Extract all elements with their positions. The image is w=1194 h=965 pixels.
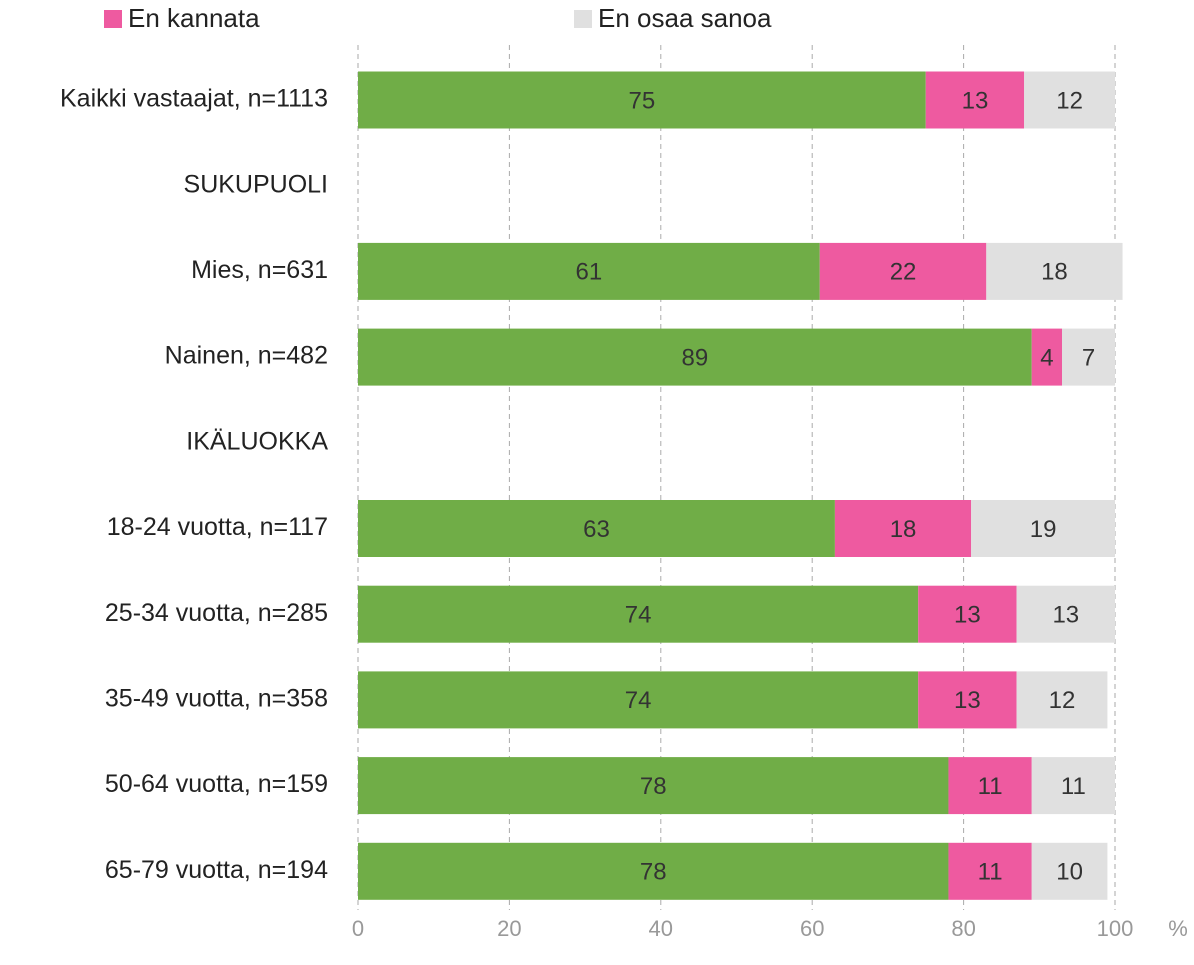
legend-swatch xyxy=(574,10,592,28)
value-label: 61 xyxy=(576,259,603,286)
value-label: 10 xyxy=(1056,859,1083,886)
legend-label: En osaa sanoa xyxy=(598,3,772,33)
bar-segment xyxy=(918,671,1017,729)
bar-segment xyxy=(1031,328,1063,386)
bar-segment xyxy=(358,671,919,729)
value-label: 13 xyxy=(954,602,981,629)
value-label: 4 xyxy=(1040,344,1053,371)
bar-segment xyxy=(358,328,1032,386)
y-tick-label: 18-24 vuotta, n=117 xyxy=(107,513,328,541)
value-label: 89 xyxy=(682,344,709,371)
value-label: 74 xyxy=(625,687,652,714)
value-label: 12 xyxy=(1049,687,1076,714)
value-label: 11 xyxy=(978,773,1003,800)
y-tick-label: 35-49 vuotta, n=358 xyxy=(105,685,328,713)
value-label: 11 xyxy=(1061,773,1086,800)
bar-segment xyxy=(925,71,1025,129)
y-tick-label: 50-64 vuotta, n=159 xyxy=(105,770,328,798)
value-label: 18 xyxy=(890,516,917,543)
x-tick-label: 0 xyxy=(352,916,364,941)
bar-segment xyxy=(1016,585,1115,643)
bar-segment xyxy=(948,757,1032,815)
y-tick-label: Nainen, n=482 xyxy=(165,342,328,370)
value-label: 78 xyxy=(640,859,667,886)
bar-segment xyxy=(819,242,987,300)
y-tick-label: IKÄLUOKKA xyxy=(186,427,328,455)
value-label: 63 xyxy=(583,516,610,543)
bar-segment xyxy=(1031,842,1108,900)
y-tick-label: 65-79 vuotta, n=194 xyxy=(105,856,328,884)
value-label: 18 xyxy=(1041,259,1068,286)
y-tick-label: Mies, n=631 xyxy=(191,256,328,284)
bar-segment xyxy=(358,500,835,557)
x-tick-label: 20 xyxy=(497,916,521,941)
bar-segment xyxy=(358,585,919,643)
bar-segment xyxy=(358,71,926,129)
value-label: 13 xyxy=(954,687,981,714)
legend-label: En kannata xyxy=(128,3,260,33)
bar-segment xyxy=(358,242,820,300)
bar-segment xyxy=(1024,71,1115,129)
value-label: 22 xyxy=(890,259,917,286)
bar-segment xyxy=(358,757,949,815)
value-label: 12 xyxy=(1056,87,1083,114)
y-tick-label: Kaikki vastaajat, n=1113 xyxy=(60,85,328,113)
value-label: 74 xyxy=(625,602,652,629)
x-tick-label: 40 xyxy=(649,916,673,941)
value-label: 13 xyxy=(962,87,989,114)
y-tick-label: 25-34 vuotta, n=285 xyxy=(105,599,328,627)
bar-segment xyxy=(1031,757,1115,815)
x-axis-label: % xyxy=(1168,916,1188,941)
value-label: 78 xyxy=(640,773,667,800)
value-label: 19 xyxy=(1030,516,1057,543)
bar-segment xyxy=(834,500,972,557)
bar-segment xyxy=(971,500,1115,557)
y-tick-label: SUKUPUOLI xyxy=(184,170,328,198)
bar-segment xyxy=(1016,671,1108,729)
legend-swatch xyxy=(104,10,122,28)
value-label: 7 xyxy=(1082,344,1095,371)
value-label: 75 xyxy=(629,87,656,114)
bar-segment xyxy=(948,842,1032,900)
bar-segment xyxy=(986,242,1123,300)
x-tick-label: 80 xyxy=(951,916,975,941)
bar-segment xyxy=(918,585,1017,643)
x-tick-label: 100 xyxy=(1097,916,1134,941)
value-label: 11 xyxy=(978,859,1003,886)
bar-segment xyxy=(358,842,949,900)
value-label: 13 xyxy=(1052,602,1079,629)
x-tick-label: 60 xyxy=(800,916,824,941)
bar-segment xyxy=(1062,328,1115,386)
